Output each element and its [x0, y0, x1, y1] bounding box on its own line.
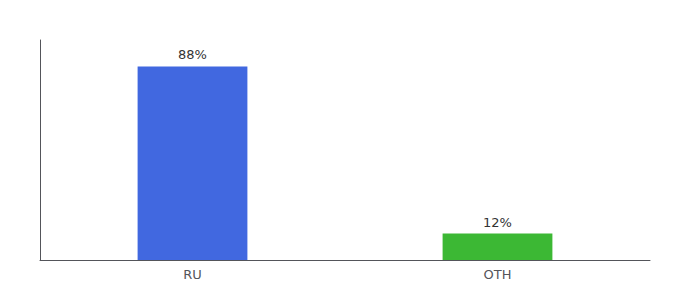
svg-text:88%: 88%: [178, 47, 207, 62]
svg-text:RU: RU: [183, 267, 202, 282]
svg-text:12%: 12%: [483, 215, 512, 230]
svg-text:OTH: OTH: [484, 267, 512, 282]
